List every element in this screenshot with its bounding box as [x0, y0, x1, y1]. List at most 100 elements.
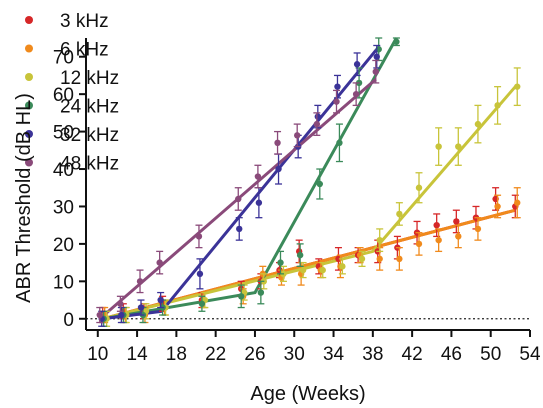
marker [514, 199, 521, 206]
x-tick-label: 42 [402, 344, 423, 365]
marker [435, 143, 442, 150]
data-point-12-khz [358, 250, 366, 268]
marker [313, 120, 321, 128]
marker [474, 225, 482, 233]
marker [157, 296, 164, 304]
marker [336, 139, 343, 147]
marker [334, 83, 341, 90]
marker [415, 240, 423, 248]
legend-marker [25, 101, 33, 110]
legend-item-3-khz: 3 kHz [25, 11, 109, 32]
data-point-12-khz [494, 86, 502, 125]
fit-lines [98, 37, 517, 321]
data-point-32-khz [255, 187, 263, 219]
legend-label: 6 kHz [60, 40, 109, 61]
data-point-48-khz [372, 59, 380, 84]
legend-marker [25, 73, 33, 81]
data-point-12-khz [338, 258, 346, 275]
marker [196, 270, 204, 278]
y-tick-label: 70 [53, 48, 74, 69]
marker [195, 233, 203, 240]
legend-label: 48 kHz [60, 154, 119, 175]
data-point-48-khz [274, 130, 282, 155]
data-point-6-khz [474, 217, 482, 241]
marker [333, 98, 340, 105]
x-tick-label: 50 [480, 344, 501, 365]
data-point-24-khz [257, 280, 265, 305]
data-point-12-khz [299, 261, 307, 279]
marker [236, 225, 243, 233]
data-point-48-khz [313, 112, 321, 136]
data-point-48-khz [116, 295, 124, 312]
x-tick-label: 18 [166, 344, 187, 365]
data-point-32-khz [333, 74, 341, 99]
marker [255, 199, 263, 206]
data-point-24-khz [237, 284, 245, 309]
data-point-32-khz [373, 44, 381, 69]
data-point-24-khz [335, 123, 343, 163]
marker [494, 203, 501, 210]
marker [376, 236, 383, 244]
marker [372, 68, 379, 75]
marker [96, 311, 103, 319]
x-tick-label: 14 [127, 344, 149, 365]
data-point-12-khz [513, 67, 521, 107]
marker [352, 90, 360, 98]
legend-item-24-khz: 24 kHz [25, 97, 119, 118]
marker [455, 233, 462, 240]
y-tick-label: 60 [53, 85, 74, 106]
y-ticks: 0 10 20 30 40 50 60 70 [53, 48, 86, 331]
marker [198, 300, 206, 307]
x-tick-label: 54 [519, 344, 541, 365]
legend-item-6-khz: 6 kHz [25, 40, 109, 61]
marker [319, 266, 326, 274]
data-point-48-khz [293, 123, 301, 148]
marker [474, 120, 482, 128]
data-point-6-khz [415, 232, 423, 256]
x-tick-label: 34 [323, 344, 345, 365]
data-point-32-khz [117, 306, 125, 324]
marker [296, 251, 304, 259]
legend-item-12-khz: 12 kHz [25, 68, 119, 89]
x-axis-title: Age (Weeks) [250, 383, 365, 405]
data-point-12-khz [415, 172, 423, 204]
marker [275, 165, 282, 173]
marker [277, 259, 284, 266]
legend-marker [25, 16, 33, 24]
data-point-24-khz [276, 250, 284, 275]
data-point-32-khz [157, 291, 165, 309]
fit-line-24-khz [102, 37, 398, 321]
y-tick-label: 20 [53, 235, 74, 256]
data-point-12-khz [454, 127, 462, 166]
data-point-48-khz [352, 82, 360, 107]
marker [415, 184, 423, 191]
data-point-32-khz [275, 153, 283, 185]
data-point-6-khz [395, 246, 403, 271]
legend-item-48-khz: 48 kHz [25, 154, 119, 175]
marker [339, 263, 346, 270]
data-point-12-khz [395, 202, 403, 226]
marker [118, 311, 125, 319]
marker [396, 210, 403, 218]
x-tick-label: 30 [284, 344, 305, 365]
marker [293, 132, 301, 139]
data-point-24-khz [198, 295, 206, 312]
marker [455, 143, 462, 150]
data-point-24-khz [392, 37, 400, 47]
data-point-32-khz [137, 299, 145, 316]
legend-marker [25, 130, 33, 138]
marker [238, 293, 245, 300]
data-point-48-khz [254, 164, 262, 189]
data-point-48-khz [234, 187, 242, 211]
marker [433, 221, 440, 229]
marker [235, 195, 242, 203]
marker [435, 236, 442, 244]
x-tick-label: 10 [87, 344, 108, 365]
axes [85, 38, 530, 331]
marker [117, 300, 124, 307]
fit-line-32-khz [102, 48, 378, 321]
legend-marker [25, 44, 33, 53]
data-point-48-khz [96, 306, 104, 324]
x-ticks: 10 14 18 22 26 30 34 38 42 46 50 54 [87, 330, 541, 365]
data-point-48-khz [156, 250, 164, 275]
